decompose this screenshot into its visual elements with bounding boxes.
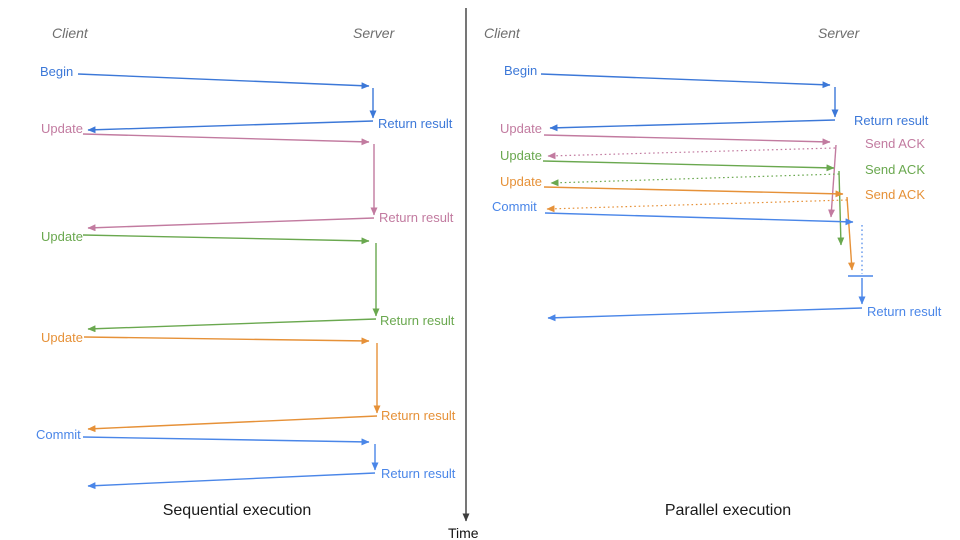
par-commit-label: Commit — [492, 199, 537, 214]
par-ack3-label: Send ACK — [865, 187, 925, 202]
seq-begin-label: Begin — [40, 64, 74, 79]
seq-commit-request — [82, 436, 370, 446]
par-update2-request — [542, 160, 835, 172]
par-return2-label: Return result — [867, 304, 942, 319]
seq-return4-label: Return result — [381, 408, 456, 423]
seq-return2-label: Return result — [379, 210, 454, 225]
par-ack1-label: Send ACK — [865, 136, 925, 151]
par-update1-label: Update — [500, 121, 542, 136]
par-begin-request — [540, 73, 831, 89]
seq-update2-label: Update — [41, 229, 83, 244]
par-update1-request — [543, 134, 831, 146]
seq-return3-label: Return result — [380, 313, 455, 328]
seq-return5-label: Return result — [381, 466, 456, 481]
seq-begin-request — [77, 73, 370, 90]
par-update2-ack — [550, 173, 840, 187]
seq-update3-label: Update — [41, 330, 83, 345]
par-update3-label: Update — [500, 174, 542, 189]
seq-commit-response — [87, 472, 376, 490]
par-begin-response — [549, 119, 836, 132]
par-update3-processing — [846, 196, 855, 271]
par-ack2-label: Send ACK — [865, 162, 925, 177]
seq-update2-response — [87, 318, 377, 333]
par-update2-label: Update — [500, 148, 542, 163]
seq-update2-request — [82, 234, 370, 245]
par-return1-label: Return result — [854, 113, 929, 128]
par-update1-ack — [547, 147, 836, 160]
seq-update3-response — [87, 415, 378, 433]
sequential-execution-title: Sequential execution — [162, 502, 312, 519]
seq-update1-request — [82, 133, 370, 146]
par-update1-processing — [828, 144, 837, 218]
parallel-server-header: Server — [818, 25, 860, 41]
parallel-execution-title: Parallel execution — [664, 502, 792, 519]
seq-update3-request — [83, 336, 370, 345]
par-commit-response — [547, 307, 863, 322]
par-update2-processing — [837, 170, 845, 246]
par-update3-ack — [546, 199, 848, 213]
par-commit-request — [544, 212, 854, 226]
seq-update1-response — [87, 217, 375, 232]
par-begin-label: Begin — [504, 63, 538, 78]
par-update3-request — [543, 186, 844, 198]
parallel-client-header: Client — [484, 25, 520, 41]
sequential-server-header: Server — [353, 25, 395, 41]
seq-update1-label: Update — [41, 121, 83, 136]
seq-return1-label: Return result — [378, 116, 453, 131]
seq-commit-label: Commit — [36, 427, 81, 442]
time-axis-label: Time — [448, 525, 479, 540]
sequential-client-header: Client — [52, 25, 88, 41]
seq-begin-response — [87, 120, 374, 134]
